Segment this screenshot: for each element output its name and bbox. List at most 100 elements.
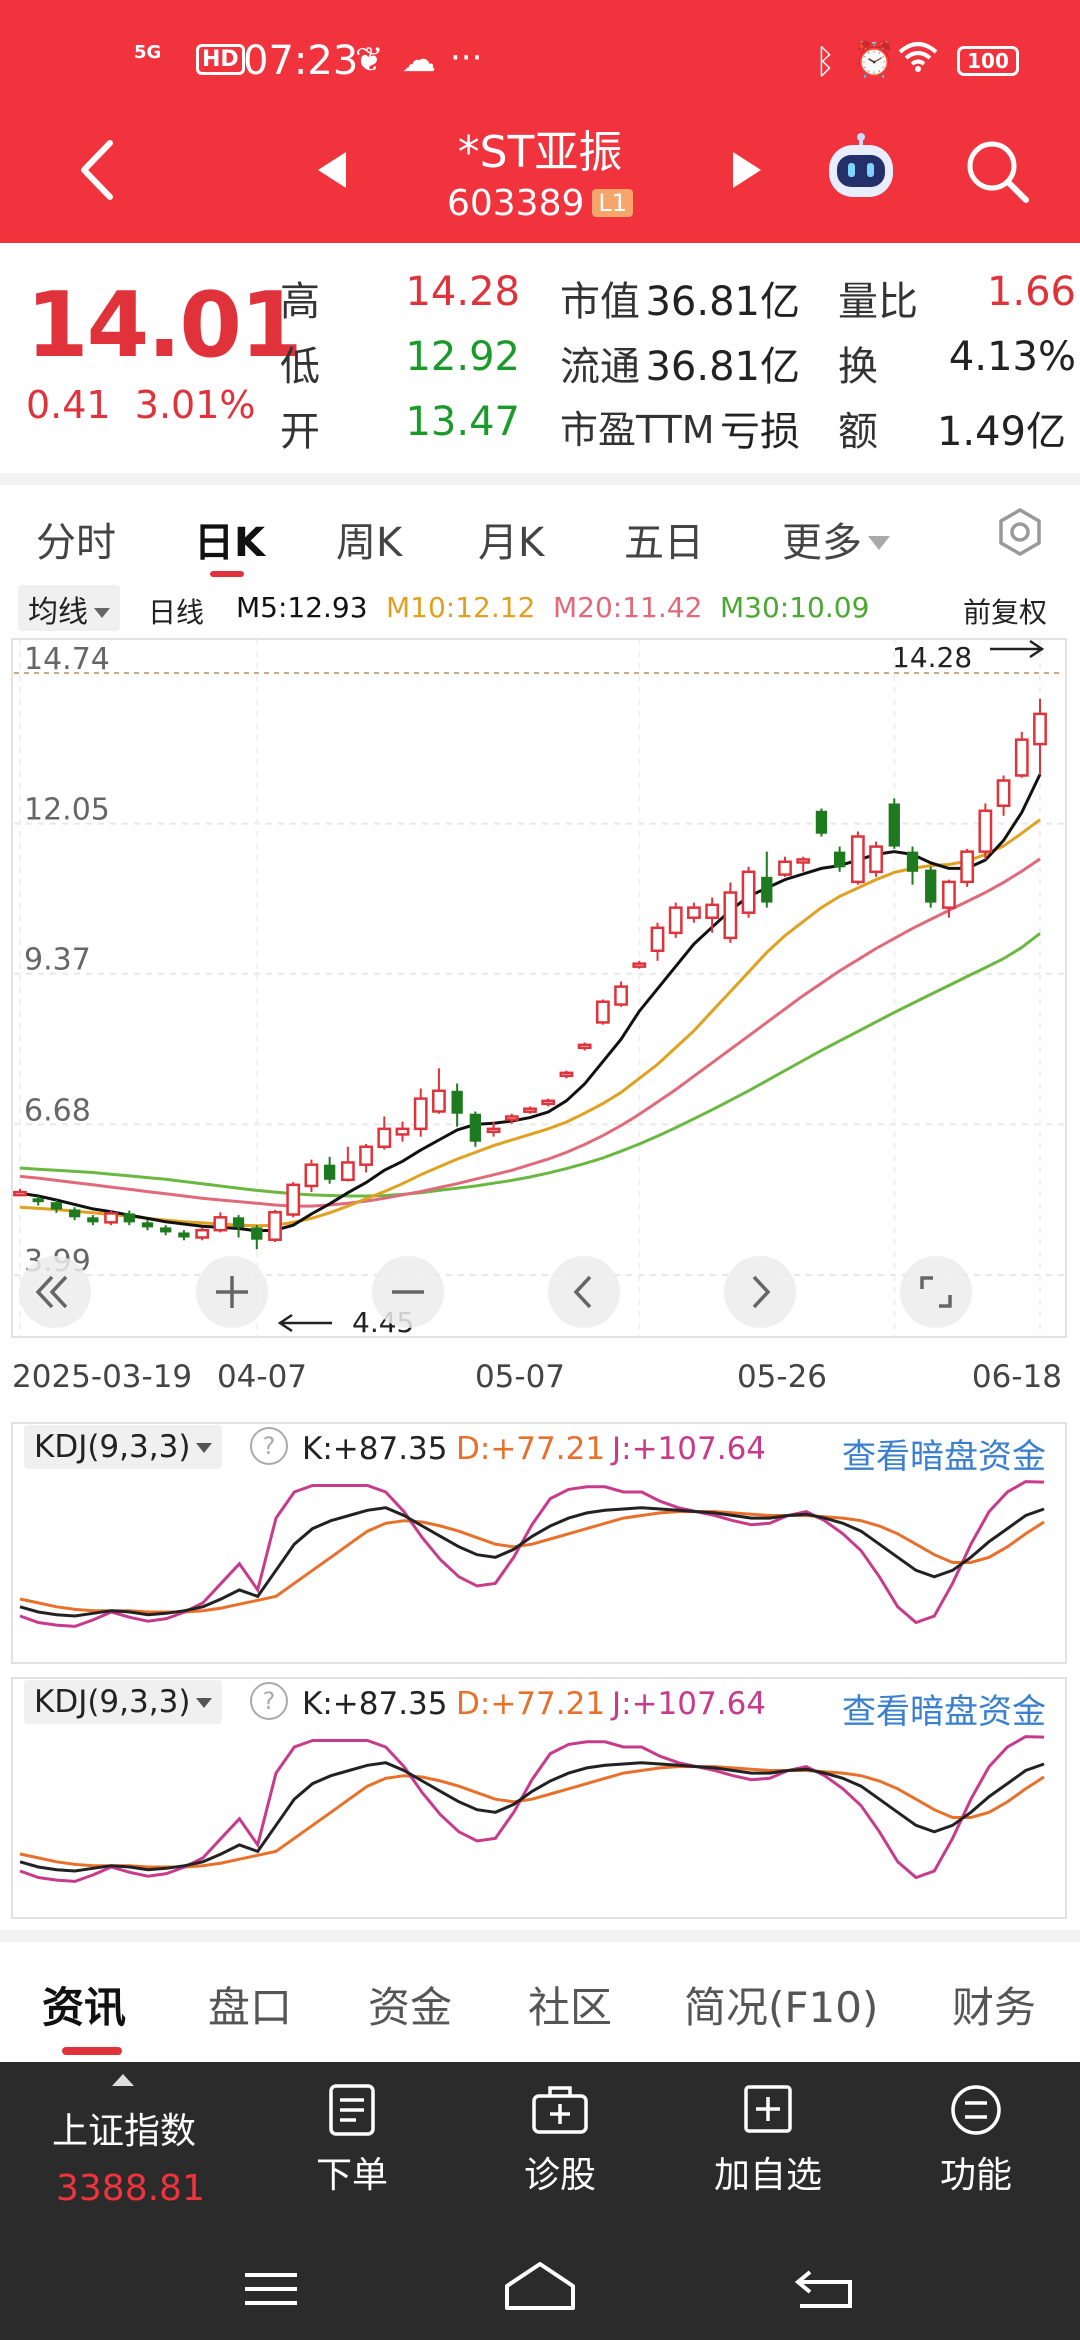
candle-body (632, 962, 647, 968)
active-tab-indicator (62, 2047, 122, 2055)
robot-assistant-icon[interactable] (823, 133, 899, 203)
candle-body (996, 779, 1011, 807)
order-icon (329, 2084, 375, 2136)
chart-grid (14, 639, 1064, 1337)
candle (888, 798, 900, 849)
ma-type: 日线 (148, 596, 205, 629)
candle (123, 1210, 135, 1226)
zoom-out-button[interactable] (372, 1256, 444, 1328)
x-axis-ticks: 2025-03-19 04-07 05-07 05-26 06-18 (12, 1359, 1062, 1395)
tab-month-k[interactable]: 月K (478, 520, 545, 566)
candle (195, 1227, 210, 1241)
functions-button[interactable]: 功能 (896, 2082, 1056, 2198)
adjust-mode[interactable]: 前复权 (963, 596, 1048, 629)
kdj-select-label: KDJ(9,3,3) (34, 1684, 191, 1720)
candle-body (978, 809, 993, 853)
stock-code-row: 603389 L1 (0, 183, 1080, 224)
scroll-left-fast-button[interactable] (19, 1256, 91, 1328)
hd-icon: HD (196, 44, 245, 75)
help-icon[interactable]: ? (250, 1427, 288, 1465)
tab-more[interactable]: 更多 (782, 510, 890, 568)
chevron-down-icon (94, 608, 110, 618)
tab-day-k[interactable]: 日K (194, 520, 265, 566)
candle-body (1014, 738, 1029, 777)
candle (268, 1210, 282, 1242)
tab-week-k[interactable]: 周K (336, 520, 403, 566)
candle (377, 1116, 392, 1150)
tab-funds[interactable]: 资金 (368, 1983, 453, 2032)
candle-body (595, 1000, 610, 1024)
indicator-select[interactable]: 均线 (18, 585, 120, 631)
search-icon[interactable] (962, 136, 1032, 206)
kdj-header: KDJ(9,3,3) ? K:+87.35 D:+77.21 J:+107.64… (0, 1415, 1080, 1477)
help-icon[interactable]: ? (250, 1682, 288, 1720)
tab-community[interactable]: 社区 (528, 1983, 613, 2032)
ma5-value: M5:12.93 (236, 591, 368, 624)
candle-body (668, 906, 683, 935)
app-header: 5G HD 07:23 ❦ ☁ ··· ᛒ ⏰ 100 *ST亚振 603389… (0, 0, 1080, 243)
fullscreen-button[interactable] (900, 1256, 972, 1328)
candle (486, 1121, 501, 1137)
kdj-select[interactable]: KDJ(9,3,3) (24, 1425, 223, 1469)
zoom-in-button[interactable] (196, 1256, 268, 1328)
tab-orderbook[interactable]: 盘口 (208, 1983, 293, 2032)
candle-body (87, 1217, 99, 1223)
dark-pool-funds-link[interactable]: 查看暗盘资金 (842, 1437, 1046, 1477)
recent-apps-button[interactable] (236, 2262, 306, 2322)
candle (50, 1199, 63, 1213)
home-button[interactable] (500, 2257, 580, 2322)
candle (906, 846, 919, 885)
candle (141, 1220, 154, 1231)
divider (0, 1930, 1080, 1942)
prev-stock-button[interactable] (318, 152, 346, 188)
scroll-right-button[interactable] (724, 1256, 796, 1328)
settings-hexagon-icon[interactable] (995, 507, 1045, 557)
candle-body (413, 1097, 428, 1131)
active-tab-indicator (210, 571, 244, 577)
candle (104, 1210, 118, 1226)
turnover-value: 4.13% (948, 334, 1076, 380)
candle (778, 856, 792, 877)
candle (960, 848, 975, 887)
quote-panel: 14.01 0.41 3.01% 高 低 开 14.28 12.92 13.47… (0, 243, 1080, 473)
system-back-button[interactable] (785, 2257, 860, 2322)
scroll-left-button[interactable] (548, 1256, 620, 1328)
functions-label: 功能 (939, 2155, 1012, 2196)
tab-profile-f10[interactable]: 简况(F10) (684, 1983, 879, 2032)
next-stock-button[interactable] (733, 152, 761, 188)
order-button[interactable]: 下单 (272, 2082, 432, 2198)
add-watchlist-button[interactable]: 加自选 (688, 2082, 848, 2198)
dark-pool-funds-link[interactable]: 查看暗盘资金 (842, 1692, 1046, 1732)
pe-value: 亏损 (720, 409, 800, 455)
candle (160, 1225, 172, 1236)
tab-financials[interactable]: 财务 (952, 1983, 1037, 2032)
candle (251, 1225, 263, 1250)
kdj-select[interactable]: KDJ(9,3,3) (24, 1680, 223, 1724)
chevron-down-icon (196, 1443, 213, 1453)
candle-body (359, 1145, 373, 1166)
kdj-k-value: K:+87.35 (302, 1431, 448, 1467)
back-button[interactable] (70, 135, 130, 205)
diagnose-button[interactable]: 诊股 (480, 2082, 640, 2198)
candle (469, 1111, 482, 1147)
candle (595, 999, 610, 1025)
tab-news[interactable]: 资讯 (42, 1983, 127, 2032)
candle-body (432, 1089, 446, 1113)
candle-body (869, 845, 883, 874)
candle-body (340, 1161, 355, 1182)
candle-body (906, 851, 919, 872)
candle (559, 1070, 574, 1079)
candle-body (541, 1099, 556, 1106)
mktcap-label: 市值 (560, 279, 640, 325)
candle-body (395, 1127, 410, 1136)
tab-five-day[interactable]: 五日 (624, 520, 704, 566)
stock-name: *ST亚振 (457, 127, 623, 178)
tab-fenshi[interactable]: 分时 (36, 520, 116, 566)
candle (451, 1083, 463, 1127)
kdj-select-label: KDJ(9,3,3) (34, 1429, 191, 1465)
period-tabs: 分时 日K 周K 月K 五日 更多 (0, 485, 1080, 580)
candle (178, 1230, 190, 1241)
index-value: 3388.81 (56, 2168, 205, 2209)
candle-body (160, 1227, 172, 1233)
